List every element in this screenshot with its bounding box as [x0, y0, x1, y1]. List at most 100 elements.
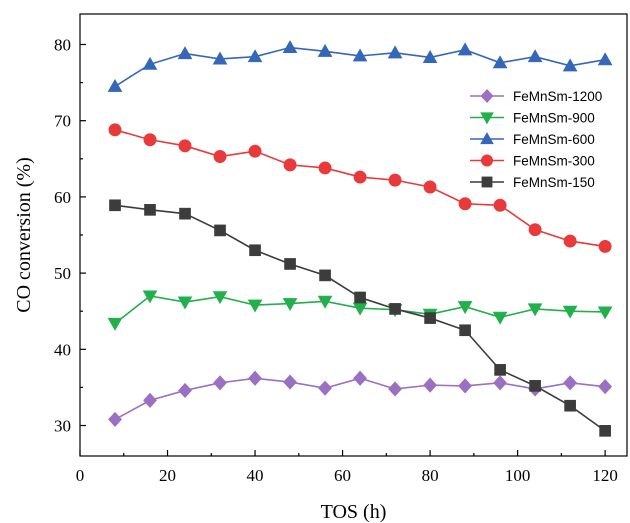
- plot-area: [107, 40, 613, 437]
- plot-frame: [79, 13, 628, 457]
- data-point: [457, 42, 473, 56]
- data-point: [563, 375, 578, 391]
- x-tick-label: 40: [247, 466, 264, 485]
- data-point: [282, 298, 298, 312]
- data-point: [178, 139, 192, 153]
- data-point: [319, 269, 331, 282]
- y-axis-title: CO conversion (%): [13, 157, 35, 313]
- y-tick-label: 80: [54, 35, 71, 54]
- data-point: [142, 56, 158, 70]
- data-point: [177, 46, 193, 60]
- data-point: [107, 317, 123, 331]
- data-point: [562, 58, 578, 72]
- data-point: [352, 48, 368, 62]
- legend-entry-femnsm-1200: FeMnSm-1200: [470, 88, 602, 104]
- legend-marker: [480, 88, 494, 104]
- data-point: [318, 380, 332, 396]
- y-tick-label: 70: [54, 112, 71, 131]
- data-point: [563, 234, 577, 248]
- y-tick-label: 40: [54, 340, 71, 359]
- data-point: [423, 180, 437, 194]
- data-point: [493, 198, 507, 212]
- legend-label: FeMnSm-600: [513, 132, 595, 147]
- data-point: [387, 45, 403, 59]
- legend-label: FeMnSm-1200: [513, 89, 602, 104]
- legend-label: FeMnSm-300: [513, 154, 595, 169]
- data-point: [597, 306, 613, 320]
- data-point: [353, 370, 367, 386]
- data-point: [354, 291, 366, 304]
- legend-entry-femnsm-600: FeMnSm-600: [470, 132, 595, 147]
- data-point: [249, 244, 261, 257]
- data-point: [247, 49, 263, 63]
- data-point: [423, 377, 437, 393]
- legend: FeMnSm-1200 FeMnSm-900 FeMnSm-600 FeMnSm-30…: [470, 88, 602, 190]
- x-tick-label: 20: [159, 466, 176, 485]
- data-point: [282, 40, 298, 54]
- data-point: [492, 55, 508, 69]
- legend-label: FeMnSm-900: [513, 111, 595, 126]
- data-point: [247, 299, 263, 313]
- data-point: [492, 311, 508, 325]
- data-point: [177, 296, 193, 310]
- data-point: [493, 375, 508, 391]
- data-point: [317, 295, 333, 309]
- data-point: [143, 392, 157, 408]
- data-point: [109, 199, 121, 212]
- series-femnsm-900: [107, 290, 613, 331]
- data-point: [598, 239, 612, 253]
- data-point: [212, 291, 228, 305]
- data-point: [214, 224, 226, 237]
- data-point: [528, 223, 542, 237]
- data-point: [529, 380, 541, 392]
- data-point: [142, 290, 158, 304]
- data-point: [457, 301, 473, 315]
- legend-entry-femnsm-300: FeMnSm-300: [470, 154, 595, 169]
- data-point: [388, 173, 402, 187]
- data-point: [459, 324, 471, 337]
- x-tick-label: 60: [334, 466, 351, 485]
- series-femnsm-600: [107, 40, 613, 92]
- data-point: [388, 381, 402, 397]
- data-point: [564, 399, 576, 412]
- data-point: [179, 207, 191, 220]
- legend-entry-femnsm-900: FeMnSm-900: [470, 111, 595, 126]
- data-point: [527, 49, 543, 63]
- data-point: [494, 364, 506, 376]
- data-point: [562, 305, 578, 319]
- data-point: [599, 425, 611, 437]
- series-femnsm-300: [108, 123, 612, 253]
- data-point: [212, 51, 228, 65]
- legend-entry-femnsm-150: FeMnSm-150: [470, 175, 595, 190]
- axes: 0 20 40 60 80 100 120 30 40 50 60 70 80: [54, 13, 628, 485]
- legend-label: FeMnSm-150: [513, 175, 595, 190]
- series-line: [114, 204, 606, 432]
- data-point: [143, 133, 157, 147]
- y-tick-label: 30: [54, 417, 71, 436]
- data-point: [422, 50, 438, 63]
- data-point: [248, 370, 262, 386]
- y-tick-label: 50: [54, 264, 71, 283]
- data-point: [317, 43, 333, 57]
- data-point: [318, 161, 332, 175]
- data-point: [108, 411, 122, 428]
- x-tick-label: 100: [505, 466, 531, 485]
- data-point: [424, 312, 436, 324]
- data-point: [107, 78, 123, 92]
- data-point: [283, 374, 297, 390]
- data-point: [527, 303, 543, 317]
- series-femnsm-1200: [108, 370, 613, 428]
- data-point: [248, 144, 262, 158]
- series-femnsm-150: [109, 199, 611, 437]
- legend-marker: [481, 176, 493, 188]
- data-point: [598, 379, 613, 395]
- data-point: [284, 258, 296, 270]
- data-point: [144, 204, 156, 216]
- data-point: [458, 197, 472, 211]
- x-tick-label: 120: [592, 466, 618, 485]
- data-point: [178, 382, 192, 399]
- data-point: [389, 303, 401, 315]
- legend-marker: [480, 112, 494, 125]
- data-point: [108, 123, 122, 137]
- data-point: [213, 150, 227, 163]
